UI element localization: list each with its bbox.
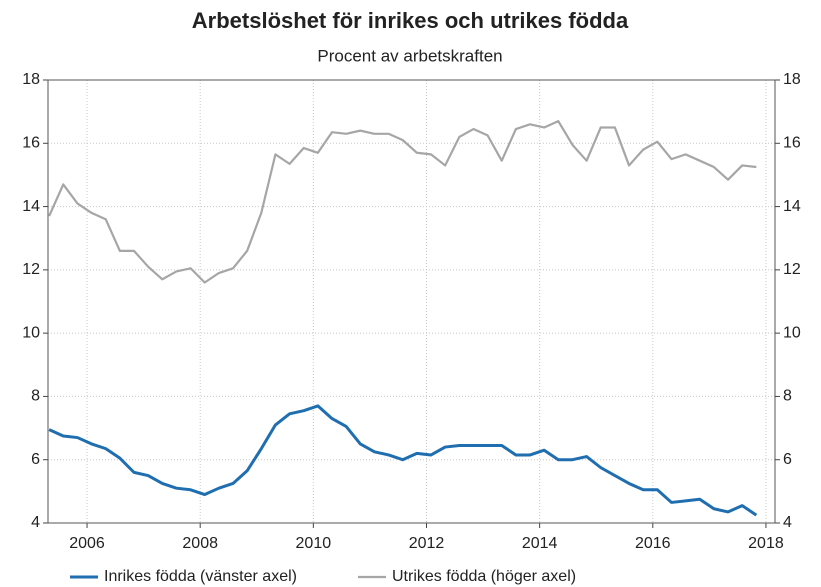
- y2-tick-label: 16: [783, 135, 801, 152]
- y2-tick-label: 14: [783, 198, 801, 215]
- x-tick-label: 2006: [69, 535, 105, 552]
- y2-tick-label: 10: [783, 324, 801, 341]
- y-tick-label: 6: [31, 451, 40, 468]
- x-tick-label: 2010: [296, 535, 332, 552]
- y-tick-label: 18: [22, 71, 40, 88]
- y-tick-label: 8: [31, 388, 40, 405]
- y2-tick-label: 4: [783, 514, 792, 531]
- x-tick-label: 2016: [635, 535, 671, 552]
- y2-tick-label: 18: [783, 71, 801, 88]
- x-tick-label: 2008: [182, 535, 218, 552]
- legend-label: Utrikes födda (höger axel): [392, 568, 576, 585]
- y2-tick-label: 6: [783, 451, 792, 468]
- y2-tick-label: 12: [783, 261, 801, 278]
- legend-label: Inrikes födda (vänster axel): [104, 568, 297, 585]
- series-line: [48, 120, 757, 284]
- chart-title: Arbetslöshet för inrikes och utrikes föd…: [192, 8, 629, 33]
- chart-subtitle: Procent av arbetskraften: [317, 46, 502, 65]
- x-tick-label: 2014: [522, 535, 558, 552]
- y2-tick-label: 8: [783, 388, 792, 405]
- plot-border: [47, 79, 776, 524]
- series-line: [48, 404, 758, 517]
- x-tick-label: 2018: [748, 535, 784, 552]
- y-tick-label: 12: [22, 261, 40, 278]
- y-tick-label: 4: [31, 514, 40, 531]
- y-tick-label: 10: [22, 324, 40, 341]
- x-tick-label: 2012: [409, 535, 445, 552]
- y-tick-label: 16: [22, 135, 40, 152]
- y-tick-label: 14: [22, 198, 40, 215]
